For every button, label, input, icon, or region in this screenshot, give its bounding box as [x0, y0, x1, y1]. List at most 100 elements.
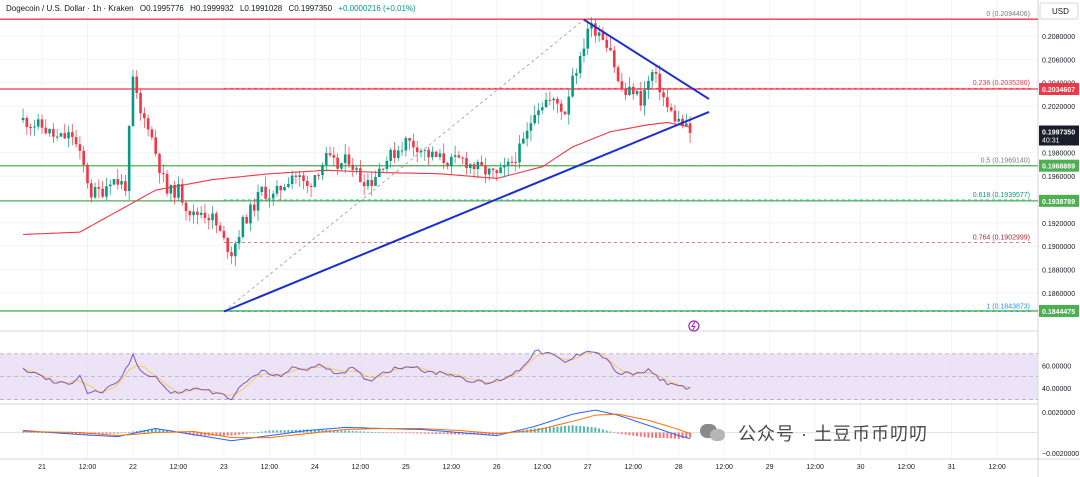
macd-histogram-bar	[257, 432, 260, 433]
candle-body	[495, 170, 499, 174]
macd-histogram-bar	[363, 431, 366, 433]
candle-body	[582, 48, 586, 56]
trendline-resistance	[583, 18, 710, 100]
candle-body	[245, 216, 248, 224]
candle-body	[192, 211, 195, 216]
macd-histogram-bar	[673, 432, 676, 439]
candle-body	[537, 110, 540, 116]
macd-histogram-bar	[332, 430, 335, 433]
candle-body	[222, 230, 226, 238]
candle-body	[688, 123, 692, 133]
candle-body	[101, 188, 104, 197]
macd-histogram-bar	[579, 426, 582, 433]
macd-histogram-bar	[128, 432, 131, 433]
candle-body	[158, 153, 161, 174]
time-tick-label: 12:00	[988, 464, 1006, 471]
candle-body	[21, 117, 25, 121]
price-tick-label: 0.1900000	[1042, 244, 1075, 251]
horizontal-levels	[0, 18, 1038, 312]
candle-body	[40, 119, 44, 128]
candle-body	[415, 147, 419, 153]
macd-histogram-bar	[541, 427, 544, 433]
candle-body	[586, 28, 590, 49]
candle-body	[93, 187, 97, 198]
macd-histogram-bar	[264, 431, 267, 433]
candle-body	[434, 151, 438, 157]
symbol-label[interactable]: Dogecoin / U.S. Dollar · 1h · Kraken	[6, 4, 134, 13]
candle-body	[533, 115, 536, 124]
macd-line	[23, 409, 691, 442]
candle-body	[131, 76, 135, 127]
trendlines[interactable]	[223, 18, 710, 332]
candle-body	[290, 175, 294, 184]
level-badge-label: 0.1938789	[1042, 199, 1075, 206]
candle-body	[362, 182, 366, 187]
macd-histogram-bar	[310, 429, 313, 433]
time-tick-label: 21	[38, 464, 46, 471]
time-tick-label: 12:00	[170, 464, 188, 471]
candle-body	[476, 161, 480, 170]
candle-body	[169, 184, 173, 194]
time-tick-label: 12:00	[79, 464, 97, 471]
macd-histogram-bar	[279, 430, 282, 433]
macd-histogram-bar	[370, 431, 373, 433]
candle-body	[658, 73, 662, 93]
macd-histogram-bar	[412, 432, 415, 434]
macd-histogram-bar	[689, 432, 692, 438]
macd-histogram-bar	[670, 432, 673, 439]
currency-button	[1039, 2, 1079, 20]
macd-histogram-bar	[33, 432, 36, 433]
time-tick-label: 12:00	[261, 464, 279, 471]
candle-body	[506, 161, 510, 166]
macd-histogram-bar	[666, 432, 669, 439]
macd-histogram-bar	[484, 432, 487, 435]
rsi-tick-label: 40.00000	[1042, 386, 1071, 393]
candle-body	[279, 185, 283, 191]
candle-body	[408, 137, 411, 141]
candle-body	[48, 128, 51, 134]
candle-body	[423, 149, 427, 151]
macd-histogram-bar	[82, 432, 85, 435]
candle-body	[419, 150, 423, 153]
macd-histogram-bar	[446, 432, 449, 435]
time-tick-label: 29	[766, 464, 774, 471]
macd-histogram-bar	[249, 432, 252, 434]
macd-histogram-bar	[158, 429, 161, 433]
macd-histogram-bar	[393, 432, 396, 434]
level-badge-label: 0.2034607	[1042, 87, 1075, 94]
candle-body	[559, 103, 563, 112]
time-axis[interactable]: 21 12:00 22 12:00 23 12:00 24 12:00 25 12:00 26 12:…	[38, 464, 1006, 471]
candle-body	[124, 181, 127, 192]
macd-histogram-bar	[344, 430, 347, 433]
level-badge	[1039, 83, 1079, 96]
macd-histogram-bar	[317, 429, 320, 433]
macd-histogram-bar	[355, 431, 358, 433]
candle-body	[662, 92, 665, 98]
macd-histogram-bar	[545, 427, 548, 433]
candle-body	[67, 132, 70, 139]
candle-body	[105, 186, 108, 197]
candlesticks	[21, 16, 692, 267]
time-tick-label: 28	[675, 464, 683, 471]
candle-body	[355, 168, 358, 170]
candle-body	[127, 126, 131, 192]
trendline-support	[223, 110, 710, 313]
candle-body	[522, 138, 525, 144]
macd-histogram-bar	[450, 432, 453, 435]
macd-histogram-bar	[166, 430, 169, 433]
price-axis[interactable]: USD0.20800000.20600000.20400000.20200000…	[1039, 2, 1079, 458]
macd-histogram-bar	[560, 426, 563, 433]
macd-histogram-bar	[654, 432, 657, 438]
price-tick-label: 0.2080000	[1042, 34, 1075, 41]
candle-body	[639, 90, 643, 106]
macd-histogram-bar	[423, 432, 426, 434]
macd-tick-label: −0.0020000	[1042, 451, 1079, 458]
candle-body	[487, 168, 491, 175]
macd-signal-line	[23, 413, 691, 439]
time-tick-label: 25	[402, 464, 410, 471]
time-tick-label: 12:00	[715, 464, 733, 471]
macd-panel	[0, 409, 1038, 442]
candle-body	[518, 143, 521, 163]
level-badge-label: 0.1968889	[1042, 164, 1075, 171]
